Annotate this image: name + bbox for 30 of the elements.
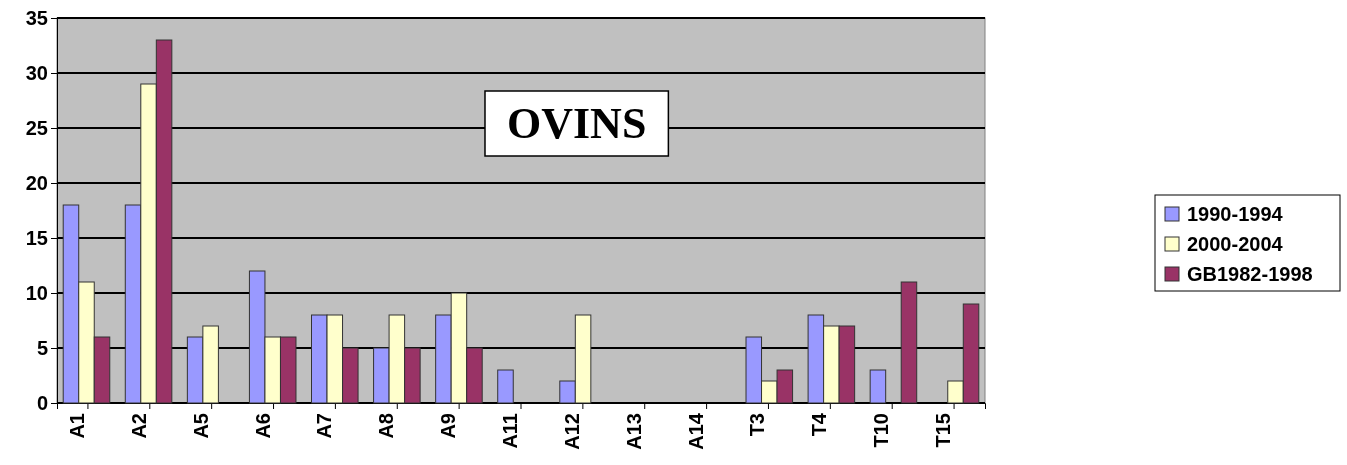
bar xyxy=(900,281,918,404)
y-tick-label: 20 xyxy=(25,171,48,194)
x-tick-label: A1 xyxy=(65,413,88,439)
y-tick-label: 35 xyxy=(25,6,48,29)
x-tick-label: A12 xyxy=(560,413,583,450)
x-tick-label: A7 xyxy=(313,413,336,439)
text: OVINS xyxy=(506,99,647,148)
bar xyxy=(869,369,887,404)
x-tick-label: T10 xyxy=(870,413,893,448)
y-tick-label: 5 xyxy=(36,336,48,359)
x-tick-label: A5 xyxy=(189,413,212,439)
x-tick-label: A14 xyxy=(684,412,707,450)
y-tick-label: 0 xyxy=(36,391,48,414)
x-tick-label: A2 xyxy=(127,413,150,439)
x-tick-label: A9 xyxy=(437,413,460,439)
x-tick-label: T4 xyxy=(808,412,831,437)
x-tick-label: T3 xyxy=(746,413,769,437)
y-tick-label: 15 xyxy=(25,226,48,249)
legend-label: 2000-2004 xyxy=(1187,233,1284,255)
x-tick-label: A11 xyxy=(499,413,521,449)
x-tick-label: A8 xyxy=(375,413,398,439)
y-tick-label: 10 xyxy=(25,281,48,304)
x-tick-label: T15 xyxy=(932,413,955,448)
legend-label: GB1982-1998 xyxy=(1187,263,1313,285)
x-tick-label: A6 xyxy=(251,413,274,439)
x-tick-label: A13 xyxy=(622,413,645,450)
bar xyxy=(497,369,514,404)
y-tick-label: 25 xyxy=(25,116,48,139)
legend-label: 1990-1994 xyxy=(1187,203,1284,225)
y-tick-label: 30 xyxy=(25,61,48,84)
